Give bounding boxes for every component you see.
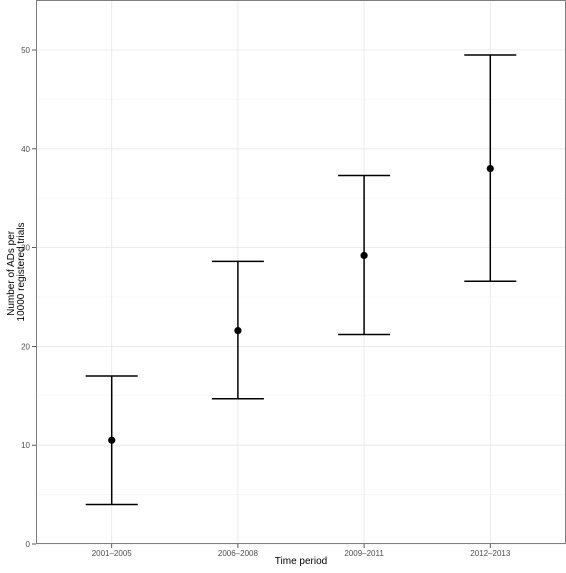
x-tick-label: 2012–2013	[470, 549, 511, 558]
x-tick-label: 2009–2011	[344, 549, 384, 558]
data-point	[108, 436, 116, 444]
y-tick-label: 0	[26, 540, 31, 549]
data-point	[486, 164, 494, 173]
y-axis-title-line-2: 10000 registered trials	[16, 223, 27, 322]
x-axis-title: Time period	[275, 556, 327, 567]
y-tick-label: 50	[21, 46, 30, 55]
x-tick-label: 2006–2008	[218, 549, 259, 558]
data-point	[360, 251, 368, 260]
y-axis-title-line-1: Number of ADs per	[6, 230, 17, 316]
y-tick-label: 10	[21, 441, 30, 450]
y-axis-title: Number of ADs per 10000 registered trial…	[6, 223, 27, 322]
data-marks	[85, 54, 517, 506]
data-point	[234, 326, 242, 335]
grid	[36, 0, 566, 545]
y-tick-label: 30	[21, 244, 30, 253]
y-tick-label: 20	[21, 342, 30, 351]
y-tick-label: 40	[21, 145, 30, 154]
x-tick-label: 2001–2005	[92, 549, 133, 558]
plot-panel-border	[36, 0, 566, 544]
axes: 0 10 20 30 40 50 2001–2005 2006–2008 2009–2011 20…	[21, 46, 511, 558]
